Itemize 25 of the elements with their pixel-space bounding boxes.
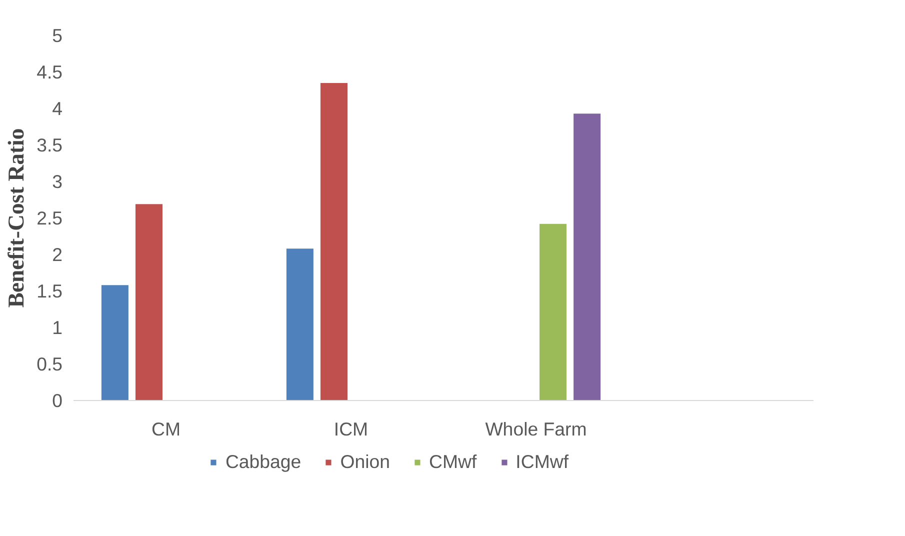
y-tick-label: 4.5 (36, 62, 63, 82)
legend-label: Onion (340, 451, 390, 473)
bar (101, 285, 128, 400)
y-tick-label: 1.5 (36, 280, 63, 302)
bar (540, 224, 567, 400)
legend-label: Cabbage (225, 451, 302, 473)
legend-label: ICMwf (516, 451, 569, 473)
y-tick-label: 0.5 (36, 354, 63, 374)
y-tick-label: 0 (52, 390, 63, 411)
legend-label: CMwf (428, 451, 477, 473)
y-tick-label: 2 (52, 244, 63, 265)
y-axis-title: Benefit-Cost Ratio (4, 128, 29, 308)
y-tick-label: 4 (52, 98, 63, 119)
bar (135, 204, 162, 400)
x-tick-label: ICM (334, 418, 368, 440)
bar (286, 248, 314, 400)
bar (320, 82, 348, 400)
x-tick-label: Whole Farm (485, 418, 587, 440)
x-tick-label: CM (151, 418, 181, 440)
y-tick-label: 3 (52, 171, 63, 192)
y-tick-label: 2.5 (36, 208, 63, 228)
y-tick-label: 1 (52, 317, 63, 338)
bar (574, 114, 601, 400)
y-tick-label: 5 (52, 25, 63, 46)
y-tick-label: 3.5 (36, 134, 63, 156)
